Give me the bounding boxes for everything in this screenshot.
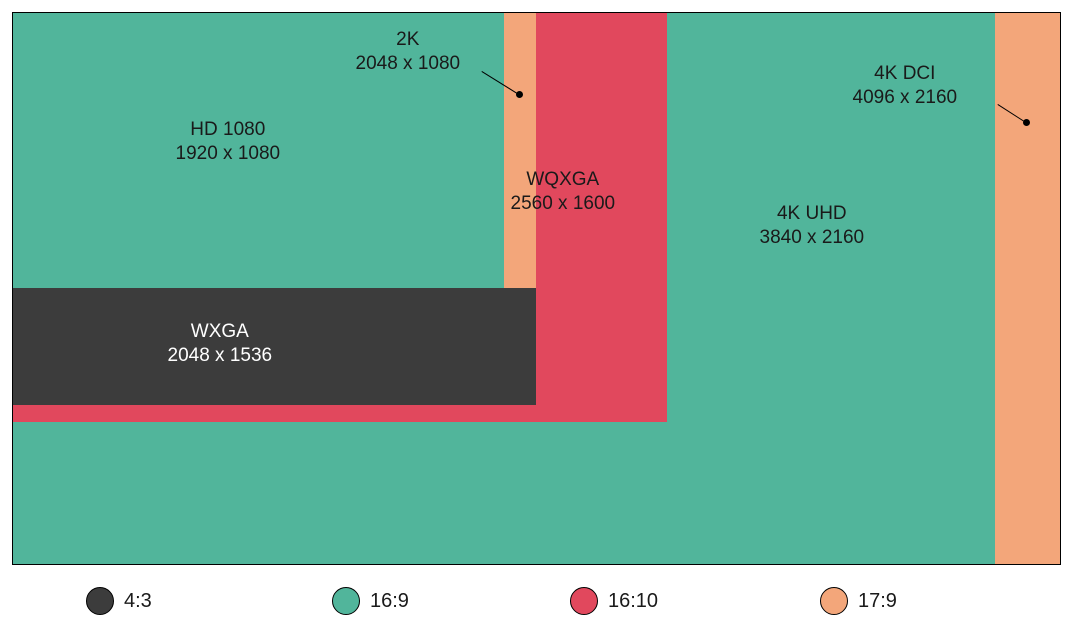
label-dims: 1920 x 1080 (176, 142, 281, 166)
legend-label: 16:9 (370, 590, 409, 613)
legend-item-4-3: 4:3 (86, 587, 152, 615)
legend-swatch (820, 587, 848, 615)
legend-item-17-9: 17:9 (820, 587, 897, 615)
label-name: 2K (356, 28, 461, 52)
label-res-4k-uhd: 4K UHD3840 x 2160 (760, 202, 865, 250)
legend-swatch (570, 587, 598, 615)
label-name: WQXGA (511, 168, 616, 192)
legend-swatch (86, 587, 114, 615)
label-res-2k: 2K2048 x 1080 (356, 28, 461, 76)
res-rect-res-wxga (12, 288, 536, 405)
legend-label: 17:9 (858, 590, 897, 613)
label-dims: 2560 x 1600 (511, 192, 616, 216)
label-res-wqxga: WQXGA2560 x 1600 (511, 168, 616, 216)
legend-item-16-9: 16:9 (332, 587, 409, 615)
legend-label: 16:10 (608, 590, 658, 613)
label-res-hd1080: HD 10801920 x 1080 (176, 118, 281, 166)
legend-swatch (332, 587, 360, 615)
label-dims: 4096 x 2160 (853, 86, 958, 110)
label-res-wxga: WXGA2048 x 1536 (168, 320, 273, 368)
label-name: HD 1080 (176, 118, 281, 142)
resolution-comparison-diagram: 4K DCI4096 x 21604K UHD3840 x 2160WQXGA2… (0, 0, 1080, 634)
label-res-4k-dci: 4K DCI4096 x 2160 (853, 62, 958, 110)
label-name: 4K DCI (853, 62, 958, 86)
label-dims: 2048 x 1080 (356, 52, 461, 76)
callout-dot-res-2k (516, 91, 523, 98)
label-dims: 3840 x 2160 (760, 226, 865, 250)
label-name: WXGA (168, 320, 273, 344)
label-dims: 2048 x 1536 (168, 344, 273, 368)
label-name: 4K UHD (760, 202, 865, 226)
callout-dot-res-4k-dci (1023, 119, 1030, 126)
legend-item-16-10: 16:10 (570, 587, 658, 615)
legend-label: 4:3 (124, 590, 152, 613)
